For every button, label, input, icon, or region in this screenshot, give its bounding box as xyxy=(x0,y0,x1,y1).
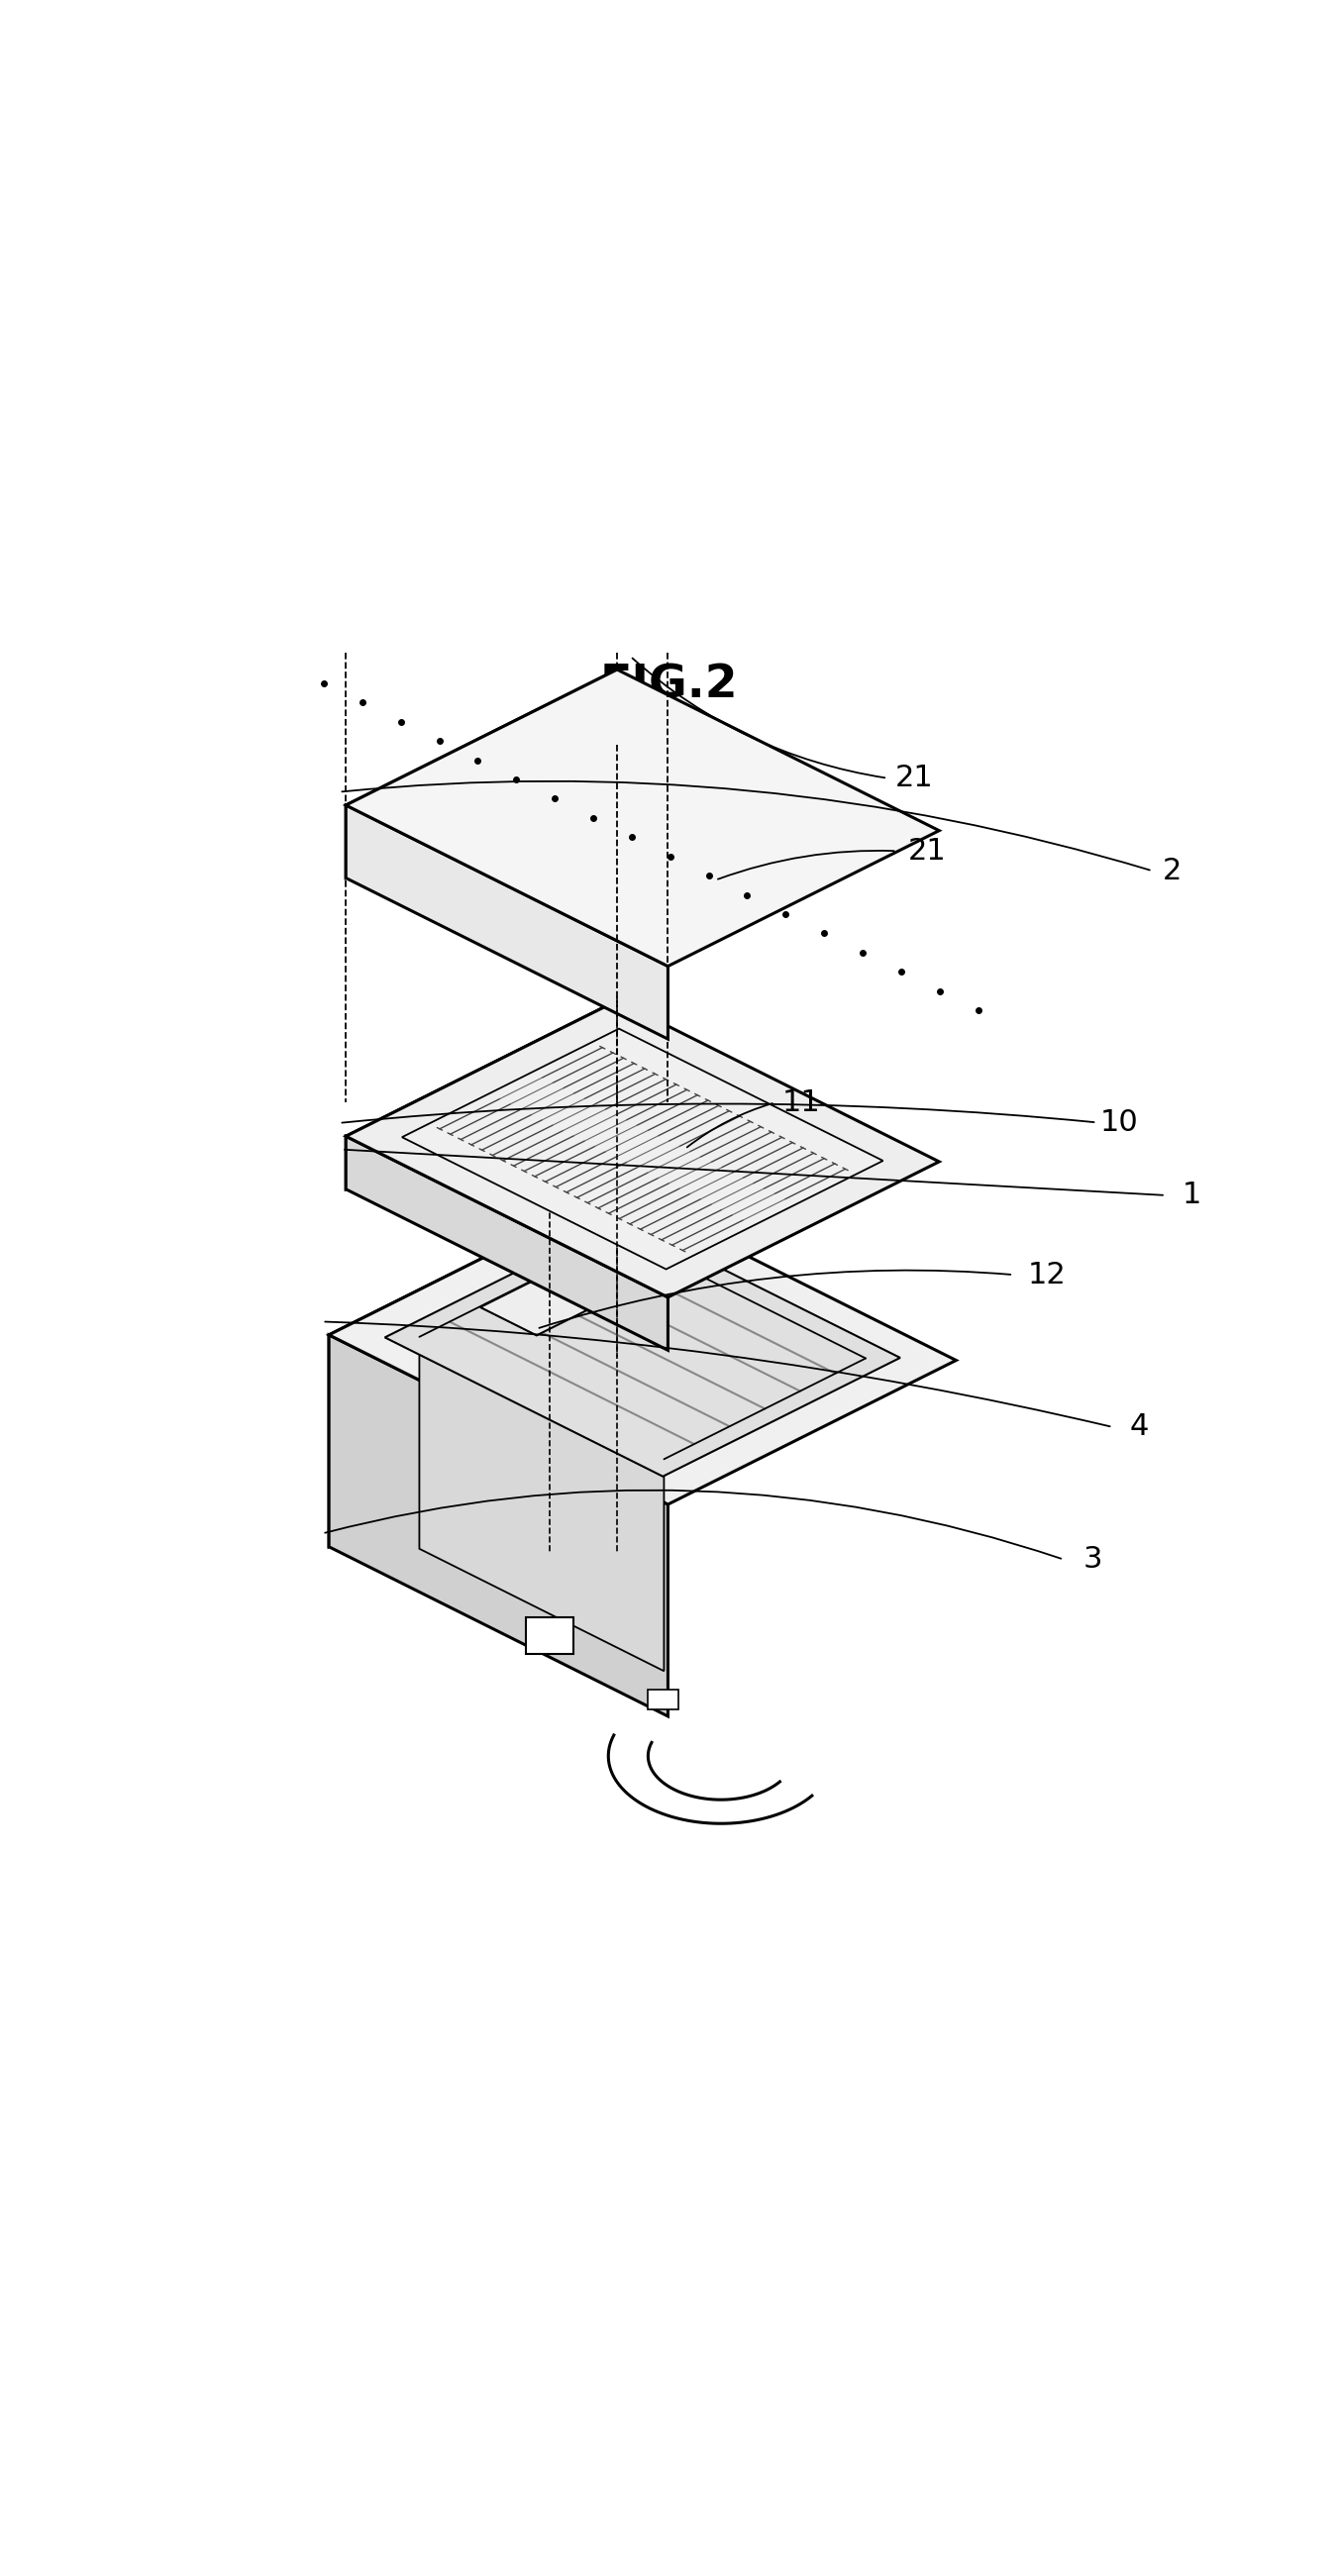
Polygon shape xyxy=(480,1283,587,1334)
Polygon shape xyxy=(347,670,617,878)
Text: 4: 4 xyxy=(1129,1412,1149,1443)
Polygon shape xyxy=(347,806,668,1038)
Polygon shape xyxy=(526,1618,573,1654)
Text: 2: 2 xyxy=(1163,855,1181,886)
Polygon shape xyxy=(329,1190,617,1546)
Polygon shape xyxy=(347,1136,668,1350)
Polygon shape xyxy=(347,670,939,966)
Text: 21: 21 xyxy=(895,765,933,793)
Polygon shape xyxy=(648,1690,678,1710)
Polygon shape xyxy=(401,1028,883,1270)
Polygon shape xyxy=(329,1334,668,1716)
Polygon shape xyxy=(329,1190,957,1504)
Polygon shape xyxy=(347,999,939,1298)
Text: FIG.2: FIG.2 xyxy=(599,662,739,708)
Text: 1: 1 xyxy=(1183,1180,1202,1211)
Text: 12: 12 xyxy=(1028,1260,1065,1288)
Polygon shape xyxy=(385,1218,900,1476)
Text: 11: 11 xyxy=(783,1087,820,1118)
Text: 10: 10 xyxy=(1100,1108,1139,1136)
Text: 3: 3 xyxy=(1082,1546,1103,1574)
Polygon shape xyxy=(419,1337,664,1672)
Text: 21: 21 xyxy=(909,837,946,866)
Polygon shape xyxy=(347,999,617,1190)
